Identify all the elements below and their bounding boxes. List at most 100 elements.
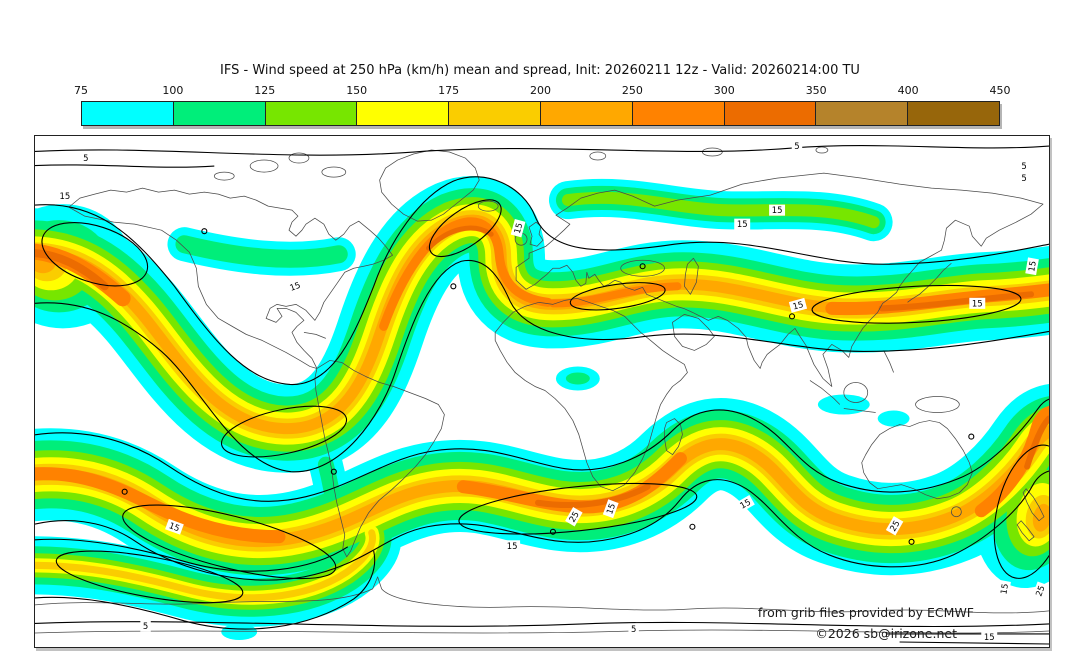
contour-label-5: 5 bbox=[791, 140, 803, 152]
contour-label-25: 25 bbox=[565, 507, 583, 527]
contour-label-5: 5 bbox=[80, 152, 92, 164]
contour-label-15: 15 bbox=[165, 518, 184, 535]
attribution-copyright: ©2026 sb@irizone.net bbox=[815, 626, 957, 641]
coastline-antarctica-inner bbox=[35, 629, 1049, 634]
svg-text:15: 15 bbox=[772, 206, 783, 216]
contour-label-15: 15 bbox=[285, 278, 305, 295]
svg-text:5: 5 bbox=[1021, 162, 1026, 172]
svg-text:15: 15 bbox=[737, 220, 748, 230]
attribution-ecmwf: from grib files provided by ECMWF bbox=[757, 605, 974, 620]
coastline-caspian-sea bbox=[684, 257, 699, 295]
colorbar-segment-6 bbox=[632, 102, 725, 125]
spread-contours bbox=[35, 145, 1049, 645]
coastline-philippines bbox=[883, 350, 894, 373]
coastline-sumatra bbox=[809, 380, 841, 405]
svg-text:25: 25 bbox=[568, 510, 582, 524]
colorbar-segment-0 bbox=[82, 102, 174, 125]
contour-label-5: 5 bbox=[1018, 160, 1030, 172]
contour-label-15: 15 bbox=[735, 494, 755, 513]
contour-label-15: 15 bbox=[510, 219, 526, 238]
contour-label-15: 15 bbox=[602, 499, 619, 519]
colorbar-tick-125: 125 bbox=[254, 84, 276, 97]
coastline-south-america bbox=[314, 360, 445, 558]
contour-label-15: 15 bbox=[997, 580, 1011, 598]
svg-text:15: 15 bbox=[605, 502, 618, 516]
contour-label-5: 5 bbox=[140, 620, 151, 632]
coastline-java bbox=[843, 408, 876, 413]
svg-text:15: 15 bbox=[507, 542, 518, 552]
colorbar-segment-5 bbox=[540, 102, 633, 125]
contour-label-5: 5 bbox=[628, 623, 639, 635]
svg-text:15: 15 bbox=[984, 633, 995, 643]
coastline-africa bbox=[494, 297, 688, 492]
svg-text:15: 15 bbox=[792, 300, 805, 312]
contour-label-15: 15 bbox=[769, 204, 786, 216]
colorbar-segment-2 bbox=[265, 102, 358, 125]
colorbar-tick-100: 100 bbox=[162, 84, 184, 97]
contour-label-15: 15 bbox=[981, 631, 998, 643]
contour-label-15: 15 bbox=[504, 540, 521, 552]
colorbar-segment-8 bbox=[816, 102, 909, 125]
contour-label-15: 15 bbox=[734, 218, 751, 230]
colorbar bbox=[81, 101, 1000, 126]
colorbar-tick-300: 300 bbox=[713, 84, 735, 97]
world-map: 15 5 15 15 5 15 15 15 15 15 5 5 25 15 15 15 25 25 15 5 5 15 15 bbox=[35, 140, 1049, 645]
svg-text:15: 15 bbox=[513, 222, 525, 235]
contour-label-layer: 15 5 15 15 5 15 15 15 15 15 5 5 25 15 15 15 25 25 15 5 5 15 15 bbox=[56, 140, 1048, 643]
colorbar-tick-250: 250 bbox=[621, 84, 643, 97]
colorbar-tick-75: 75 bbox=[74, 84, 88, 97]
contour-label-15: 15 bbox=[969, 297, 986, 309]
wind-speed-bands bbox=[35, 198, 1049, 640]
coastline-new-zealand bbox=[1016, 488, 1045, 542]
colorbar-tick-150: 150 bbox=[346, 84, 368, 97]
contour-label-15: 15 bbox=[788, 297, 808, 313]
svg-text:5: 5 bbox=[83, 154, 88, 164]
svg-text:5: 5 bbox=[794, 142, 799, 152]
colorbar-segment-1 bbox=[173, 102, 266, 125]
spread-contour-specks bbox=[121, 228, 975, 545]
coastline-arctic-islands bbox=[213, 146, 829, 181]
coastline-borneo bbox=[843, 382, 869, 403]
colorbar-segment-3 bbox=[357, 102, 450, 125]
coastline-iceland bbox=[477, 200, 499, 212]
colorbar-tick-200: 200 bbox=[530, 84, 551, 97]
svg-text:15: 15 bbox=[972, 299, 983, 309]
svg-text:25: 25 bbox=[1034, 584, 1047, 598]
coastline-australia bbox=[861, 420, 973, 500]
contour-label-25: 25 bbox=[1032, 581, 1048, 601]
colorbar-tick-labels: 75 100 125 150 175 200 250 300 350 400 450 bbox=[74, 84, 1011, 98]
coastline-caribbean bbox=[303, 332, 326, 339]
contour-label-15: 15 bbox=[1025, 257, 1039, 276]
contour-label-25: 25 bbox=[885, 516, 904, 536]
coastlines bbox=[35, 146, 1049, 634]
svg-text:5: 5 bbox=[631, 625, 636, 635]
svg-text:15: 15 bbox=[59, 192, 70, 202]
coastline-tasmania bbox=[951, 506, 962, 518]
contour-label-15: 15 bbox=[56, 190, 73, 202]
coastline-greenland bbox=[379, 149, 480, 222]
svg-text:5: 5 bbox=[1021, 174, 1026, 184]
coastline-north-america bbox=[68, 187, 393, 369]
colorbar-tick-400: 400 bbox=[897, 84, 919, 97]
svg-text:25: 25 bbox=[888, 519, 902, 533]
svg-text:15: 15 bbox=[289, 281, 303, 294]
coastline-uk bbox=[528, 221, 544, 247]
svg-text:5: 5 bbox=[143, 622, 148, 632]
svg-text:15: 15 bbox=[167, 521, 181, 534]
svg-text:15: 15 bbox=[999, 583, 1011, 595]
colorbar-segment-7 bbox=[724, 102, 817, 125]
coastline-new-guinea bbox=[915, 396, 960, 413]
svg-text:15: 15 bbox=[1027, 260, 1039, 272]
colorbar-segment-4 bbox=[449, 102, 541, 125]
colorbar-tick-350: 350 bbox=[805, 84, 827, 97]
colorbar-segment-9 bbox=[908, 102, 999, 125]
coastline-eurasia bbox=[515, 172, 1044, 387]
colorbar-tick-175: 175 bbox=[438, 84, 460, 97]
coastline-madagascar bbox=[664, 418, 683, 455]
contour-label-5: 5 bbox=[1018, 172, 1030, 184]
colorbar-tick-450: 450 bbox=[989, 84, 1011, 97]
svg-text:15: 15 bbox=[739, 498, 753, 512]
coastline-black-sea bbox=[620, 259, 665, 277]
page-title: IFS - Wind speed at 250 hPa (km/h) mean … bbox=[220, 63, 860, 78]
